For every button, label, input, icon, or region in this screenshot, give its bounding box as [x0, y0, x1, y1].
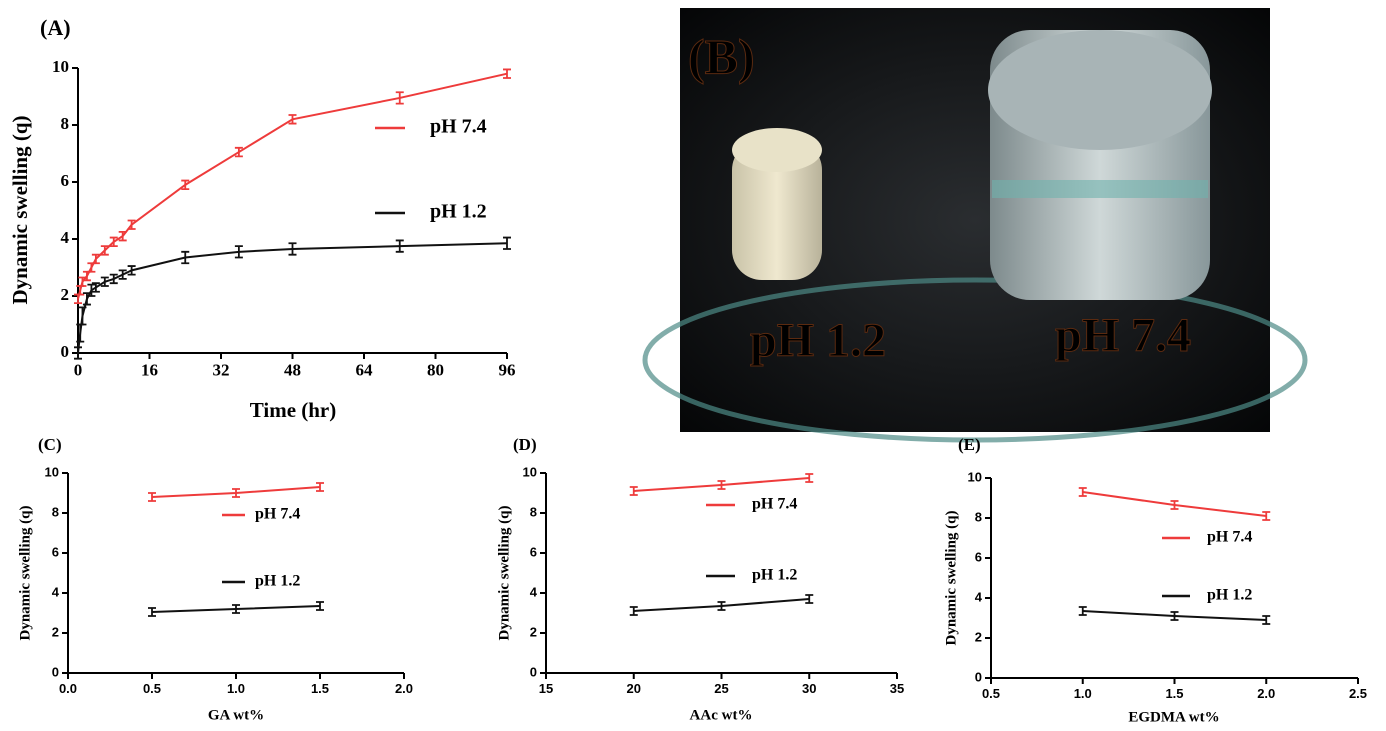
panel-label: (C): [38, 435, 62, 454]
y-tick-label: 0: [52, 664, 59, 679]
x-tick-label: 20: [627, 681, 641, 696]
y-tick-label: 2: [61, 285, 70, 304]
panel-label: (D): [513, 435, 537, 454]
legend-label: pH 7.4: [752, 496, 797, 513]
x-tick-label: 1.5: [311, 681, 329, 696]
panel-label: (A): [40, 15, 71, 40]
x-tick-label: 2.0: [395, 681, 413, 696]
series-line: [78, 243, 507, 353]
y-tick-label: 0: [530, 664, 537, 679]
y-tick-label: 8: [975, 509, 982, 524]
legend-label: pH 1.2: [430, 201, 487, 223]
legend-label: pH 1.2: [255, 573, 300, 590]
photo: (B) pH 1.2 pH 7.4: [645, 8, 1305, 440]
y-tick-label: 8: [52, 504, 59, 519]
x-tick-label: 0.5: [982, 686, 1000, 701]
y-tick-label: 6: [975, 549, 982, 564]
x-tick-label: 25: [714, 681, 728, 696]
y-tick-label: 6: [61, 171, 70, 190]
figure: (B) pH 1.2 pH 7.4 (A)0163248648096024681…: [0, 0, 1386, 731]
gel-band: [992, 180, 1208, 198]
error-bar: [78, 307, 86, 324]
y-tick-label: 2: [975, 629, 982, 644]
photo-label: (B): [688, 28, 755, 84]
legend-label: pH 7.4: [1207, 529, 1252, 546]
y-tick-label: 10: [52, 57, 69, 76]
y-tick-label: 8: [530, 504, 537, 519]
legend-label: pH 7.4: [255, 506, 300, 523]
y-axis-label: Dynamic swelling (q): [496, 505, 512, 640]
error-bar: [119, 270, 127, 279]
x-axis-label: Time (hr): [250, 398, 337, 422]
x-tick-label: 15: [539, 681, 553, 696]
chart-panel: (E) 0.5 1.0 1.5 2.0 2.5 0 2 4 6 8 10 EGDMA wt% Dynami…: [943, 435, 1367, 726]
series-line: [78, 74, 507, 299]
y-tick-label: 4: [52, 584, 60, 599]
x-tick-label: 32: [213, 360, 230, 379]
y-tick-label: 4: [975, 589, 983, 604]
y-axis-label: Dynamic swelling (q): [943, 510, 959, 645]
x-tick-label: 1.5: [1165, 686, 1183, 701]
x-tick-label: 80: [427, 360, 444, 379]
x-tick-label: 96: [499, 360, 516, 379]
y-tick-label: 4: [530, 584, 538, 599]
x-tick-label: 2.0: [1257, 686, 1275, 701]
chart-panel: (A) 0 16 32 48 64 80 96 0 2 4 6 8 10 Time (hr) Dynamic …: [8, 15, 516, 422]
x-axis-label: AAc wt%: [690, 707, 753, 723]
y-tick-label: 10: [523, 464, 537, 479]
gel-small-top: [732, 128, 822, 172]
x-tick-label: 1.0: [1074, 686, 1092, 701]
sample-label: pH 7.4: [1055, 309, 1191, 362]
y-tick-label: 8: [61, 114, 70, 133]
panel-label: (E): [958, 435, 981, 454]
sample-label: pH 1.2: [750, 314, 886, 367]
y-tick-label: 10: [45, 464, 59, 479]
error-bar: [87, 263, 95, 272]
y-tick-label: 0: [975, 669, 982, 684]
error-bar: [235, 148, 243, 157]
y-tick-label: 2: [530, 624, 537, 639]
y-tick-label: 6: [530, 544, 537, 559]
legend-label: pH 1.2: [1207, 587, 1252, 604]
legend-label: pH 7.4: [430, 116, 487, 138]
x-tick-label: 16: [141, 360, 158, 379]
y-tick-label: 0: [61, 342, 70, 361]
x-tick-label: 64: [356, 360, 374, 379]
x-axis-label: EGDMA wt%: [1128, 709, 1219, 725]
x-tick-label: 1.0: [227, 681, 245, 696]
x-tick-label: 0.0: [59, 681, 77, 696]
gel-large-top: [988, 30, 1212, 150]
x-tick-label: 0.5: [143, 681, 161, 696]
x-tick-label: 2.5: [1349, 686, 1367, 701]
chart-panel: (D) 15 20 25 30 35 0 2 4 6 8 10 AAc wt% Dynamic swell…: [496, 435, 904, 724]
y-axis-label: Dynamic swelling (q): [8, 115, 32, 304]
y-tick-label: 2: [52, 624, 59, 639]
x-tick-label: 35: [890, 681, 904, 696]
x-tick-label: 48: [284, 360, 301, 379]
y-tick-label: 6: [52, 544, 59, 559]
y-tick-label: 10: [968, 469, 982, 484]
x-axis-label: GA wt%: [208, 707, 264, 723]
y-axis-label: Dynamic swelling (q): [17, 505, 33, 640]
y-tick-label: 4: [61, 228, 70, 247]
chart-panel: (C) 0.0 0.5 1.0 1.5 2.0 0 2 4 6 8 10 GA wt% Dynamic s…: [17, 435, 413, 724]
x-tick-label: 0: [74, 360, 83, 379]
legend-label: pH 1.2: [752, 567, 797, 584]
x-tick-label: 30: [802, 681, 816, 696]
